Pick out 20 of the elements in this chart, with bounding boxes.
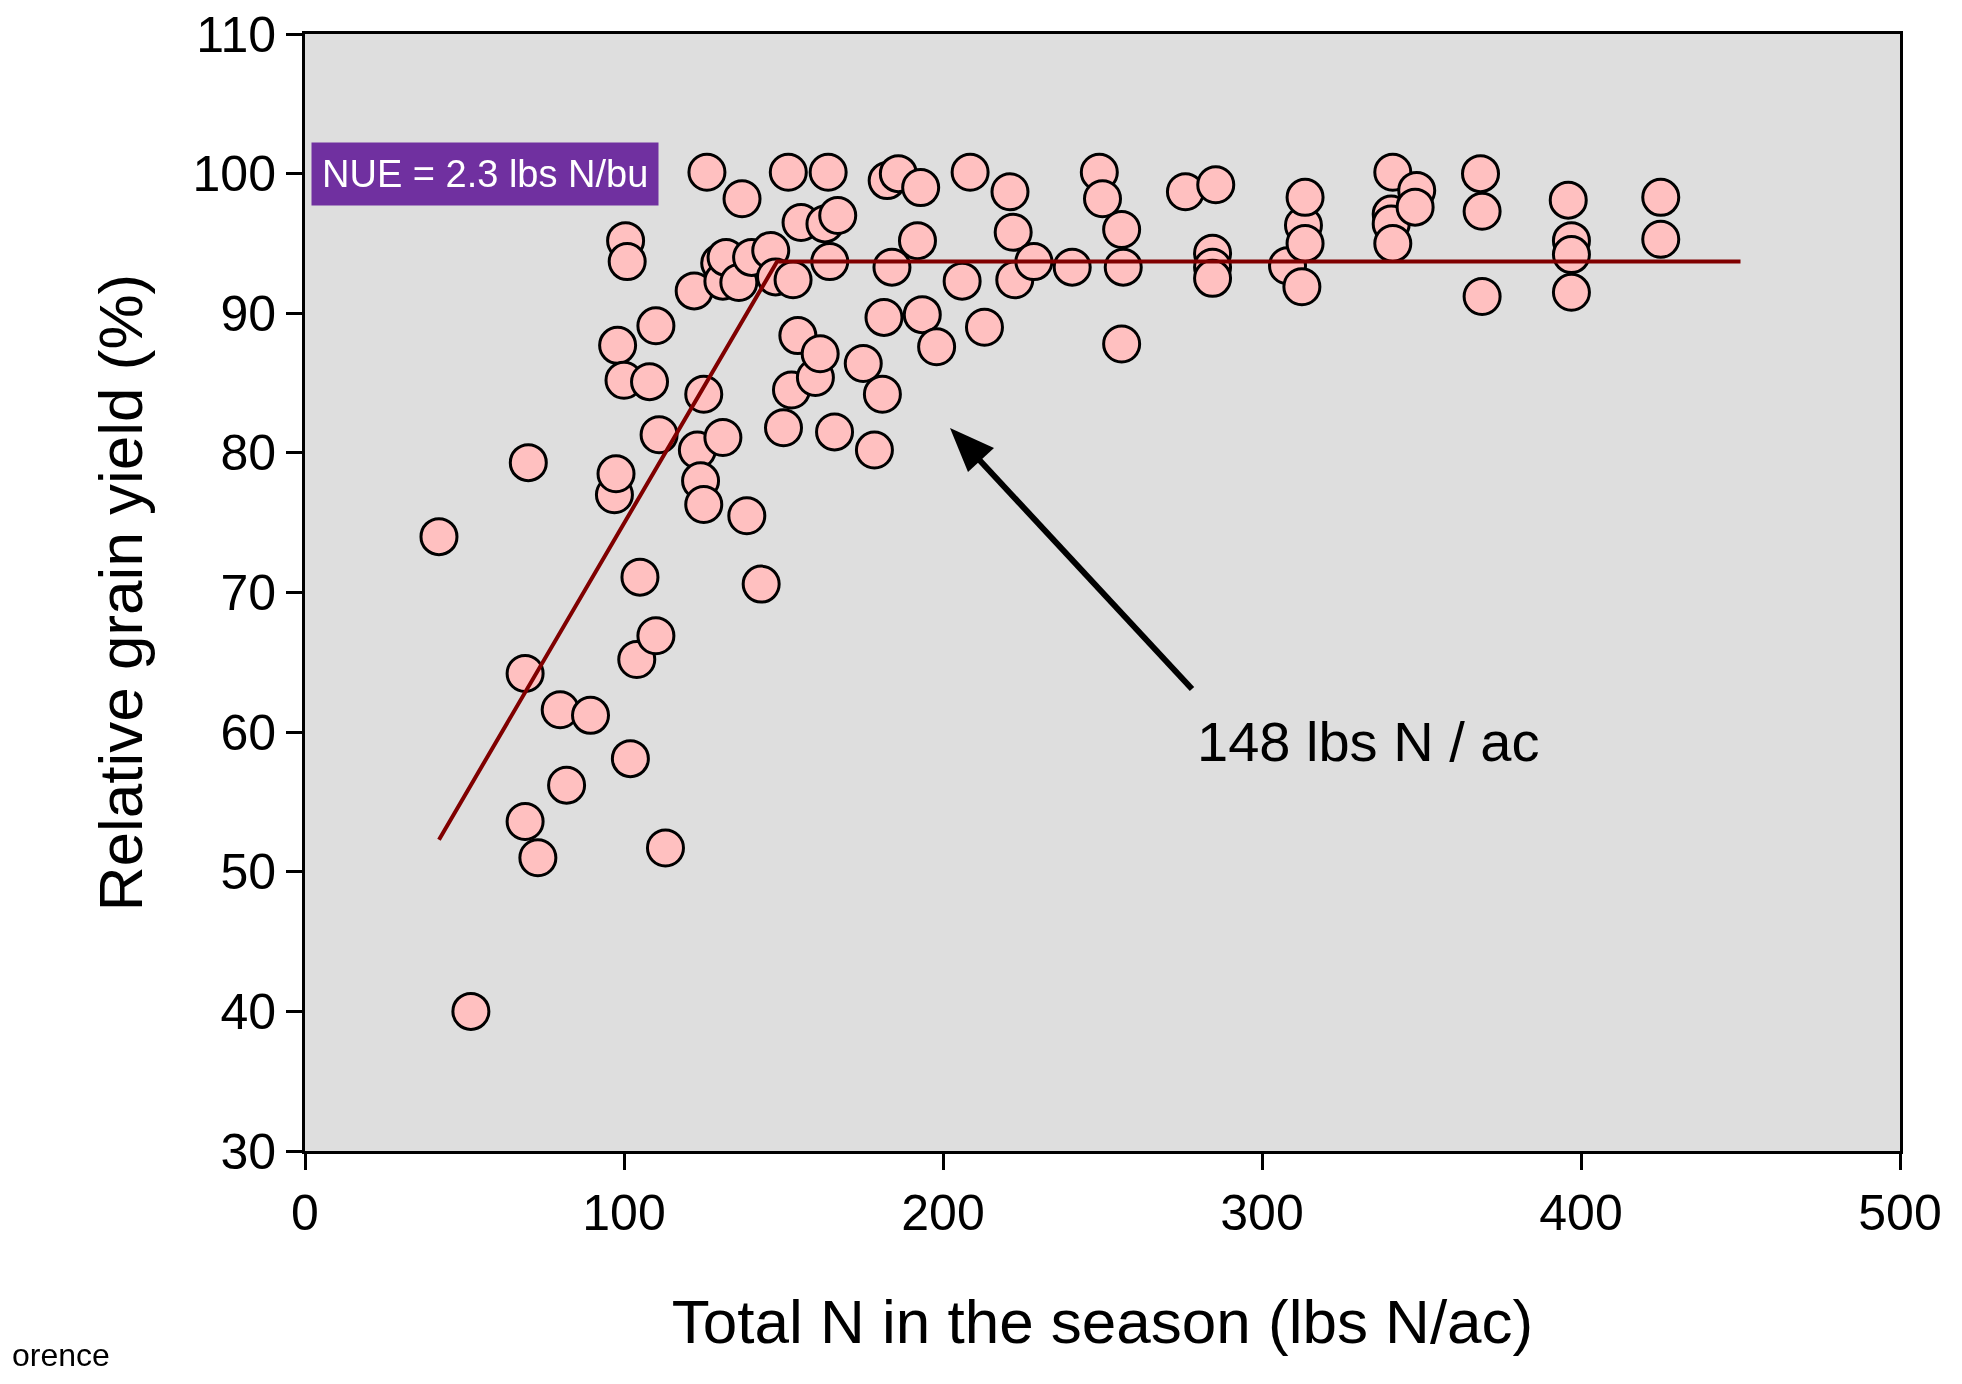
y-tick-label: 90 [220,285,276,342]
x-axis-title: Total N in the season (lbs N/ac) [671,1286,1534,1356]
y-tick-label: 50 [220,844,276,901]
y-axis-title: Relative grain yield (%) [86,273,156,912]
y-tick-label: 30 [220,1123,276,1180]
x-tick-label: 500 [1858,1185,1942,1241]
x-tick-label: 0 [291,1185,319,1241]
x-tick-label: 400 [1539,1185,1623,1241]
x-tick-label: 100 [582,1185,666,1241]
x-tick-label: 200 [901,1185,985,1241]
text: orence [12,1337,110,1373]
y-tick-label: 100 [192,146,276,203]
x-tick-label: 300 [1220,1185,1304,1241]
y-tick-label: 60 [220,704,276,761]
annotation: NUE = 2.3 lbs N/bu [322,153,649,195]
annotation: 148 lbs N / ac [1197,710,1540,773]
y-tick-label: 40 [220,983,276,1040]
y-tick-label: 80 [220,425,276,482]
y-tick-label: 70 [220,565,276,621]
y-tick-label: 110 [196,6,276,63]
